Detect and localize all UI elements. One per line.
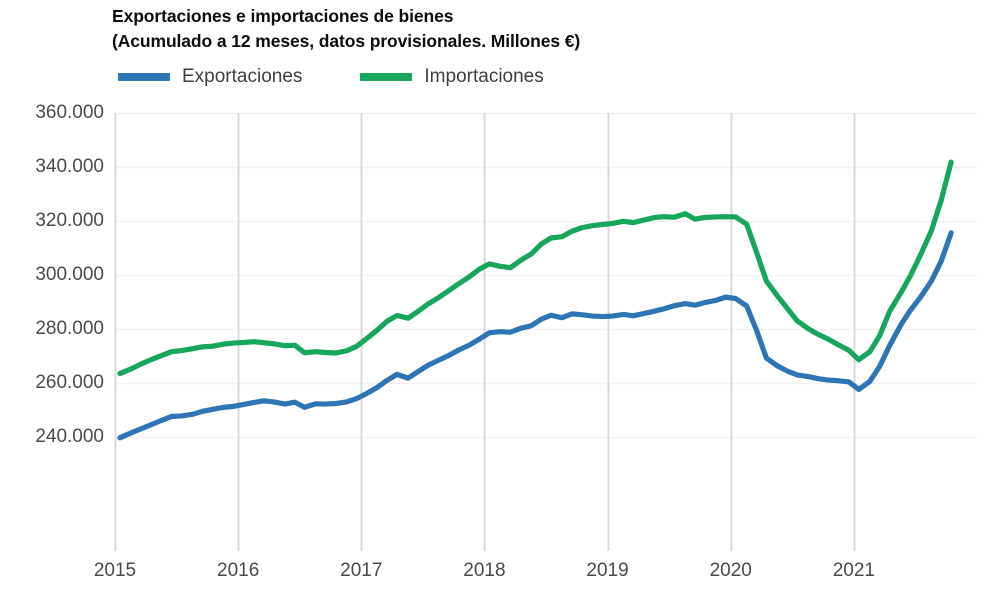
legend-label-importaciones: Importaciones: [424, 66, 544, 87]
legend-item-exportaciones[interactable]: Exportaciones: [118, 66, 302, 88]
y-axis-tick-label: 300.000: [35, 264, 104, 285]
legend-swatch-icon: [118, 73, 170, 81]
x-axis-tick-label: 2021: [832, 560, 875, 581]
chart-subtitle: (Acumulado a 12 meses, datos provisional…: [112, 31, 581, 51]
page-title: Exportaciones e importaciones de bienes: [112, 6, 454, 26]
series-line-importaciones: [117, 159, 954, 377]
x-axis-tick-label: 2017: [340, 560, 383, 581]
x-axis-tick-label: 2018: [463, 560, 506, 581]
y-axis-tick-label: 320.000: [35, 210, 104, 231]
legend-label-exportaciones: Exportaciones: [182, 66, 303, 87]
x-axis-tick-label: 2019: [586, 560, 629, 581]
x-axis-tick-label: 2020: [709, 560, 752, 581]
legend-item-importaciones[interactable]: Importaciones: [360, 66, 544, 88]
y-axis-tick-label: 240.000: [35, 426, 104, 447]
x-axis-tick-label: 2016: [217, 560, 260, 581]
y-axis-tick-label: 280.000: [35, 318, 104, 339]
chart-title-block: Exportaciones e importaciones de bienes …: [112, 4, 932, 54]
series-line-exportaciones: [117, 230, 954, 441]
legend-swatch-icon: [360, 73, 413, 81]
y-axis-tick-label: 360.000: [35, 102, 104, 123]
y-axis-tick-label: 340.000: [35, 156, 104, 177]
chart-legend: Exportaciones Importaciones: [118, 66, 544, 88]
x-axis-tick-label: 2015: [93, 560, 137, 581]
y-axis-tick-label: 260.000: [35, 372, 104, 393]
